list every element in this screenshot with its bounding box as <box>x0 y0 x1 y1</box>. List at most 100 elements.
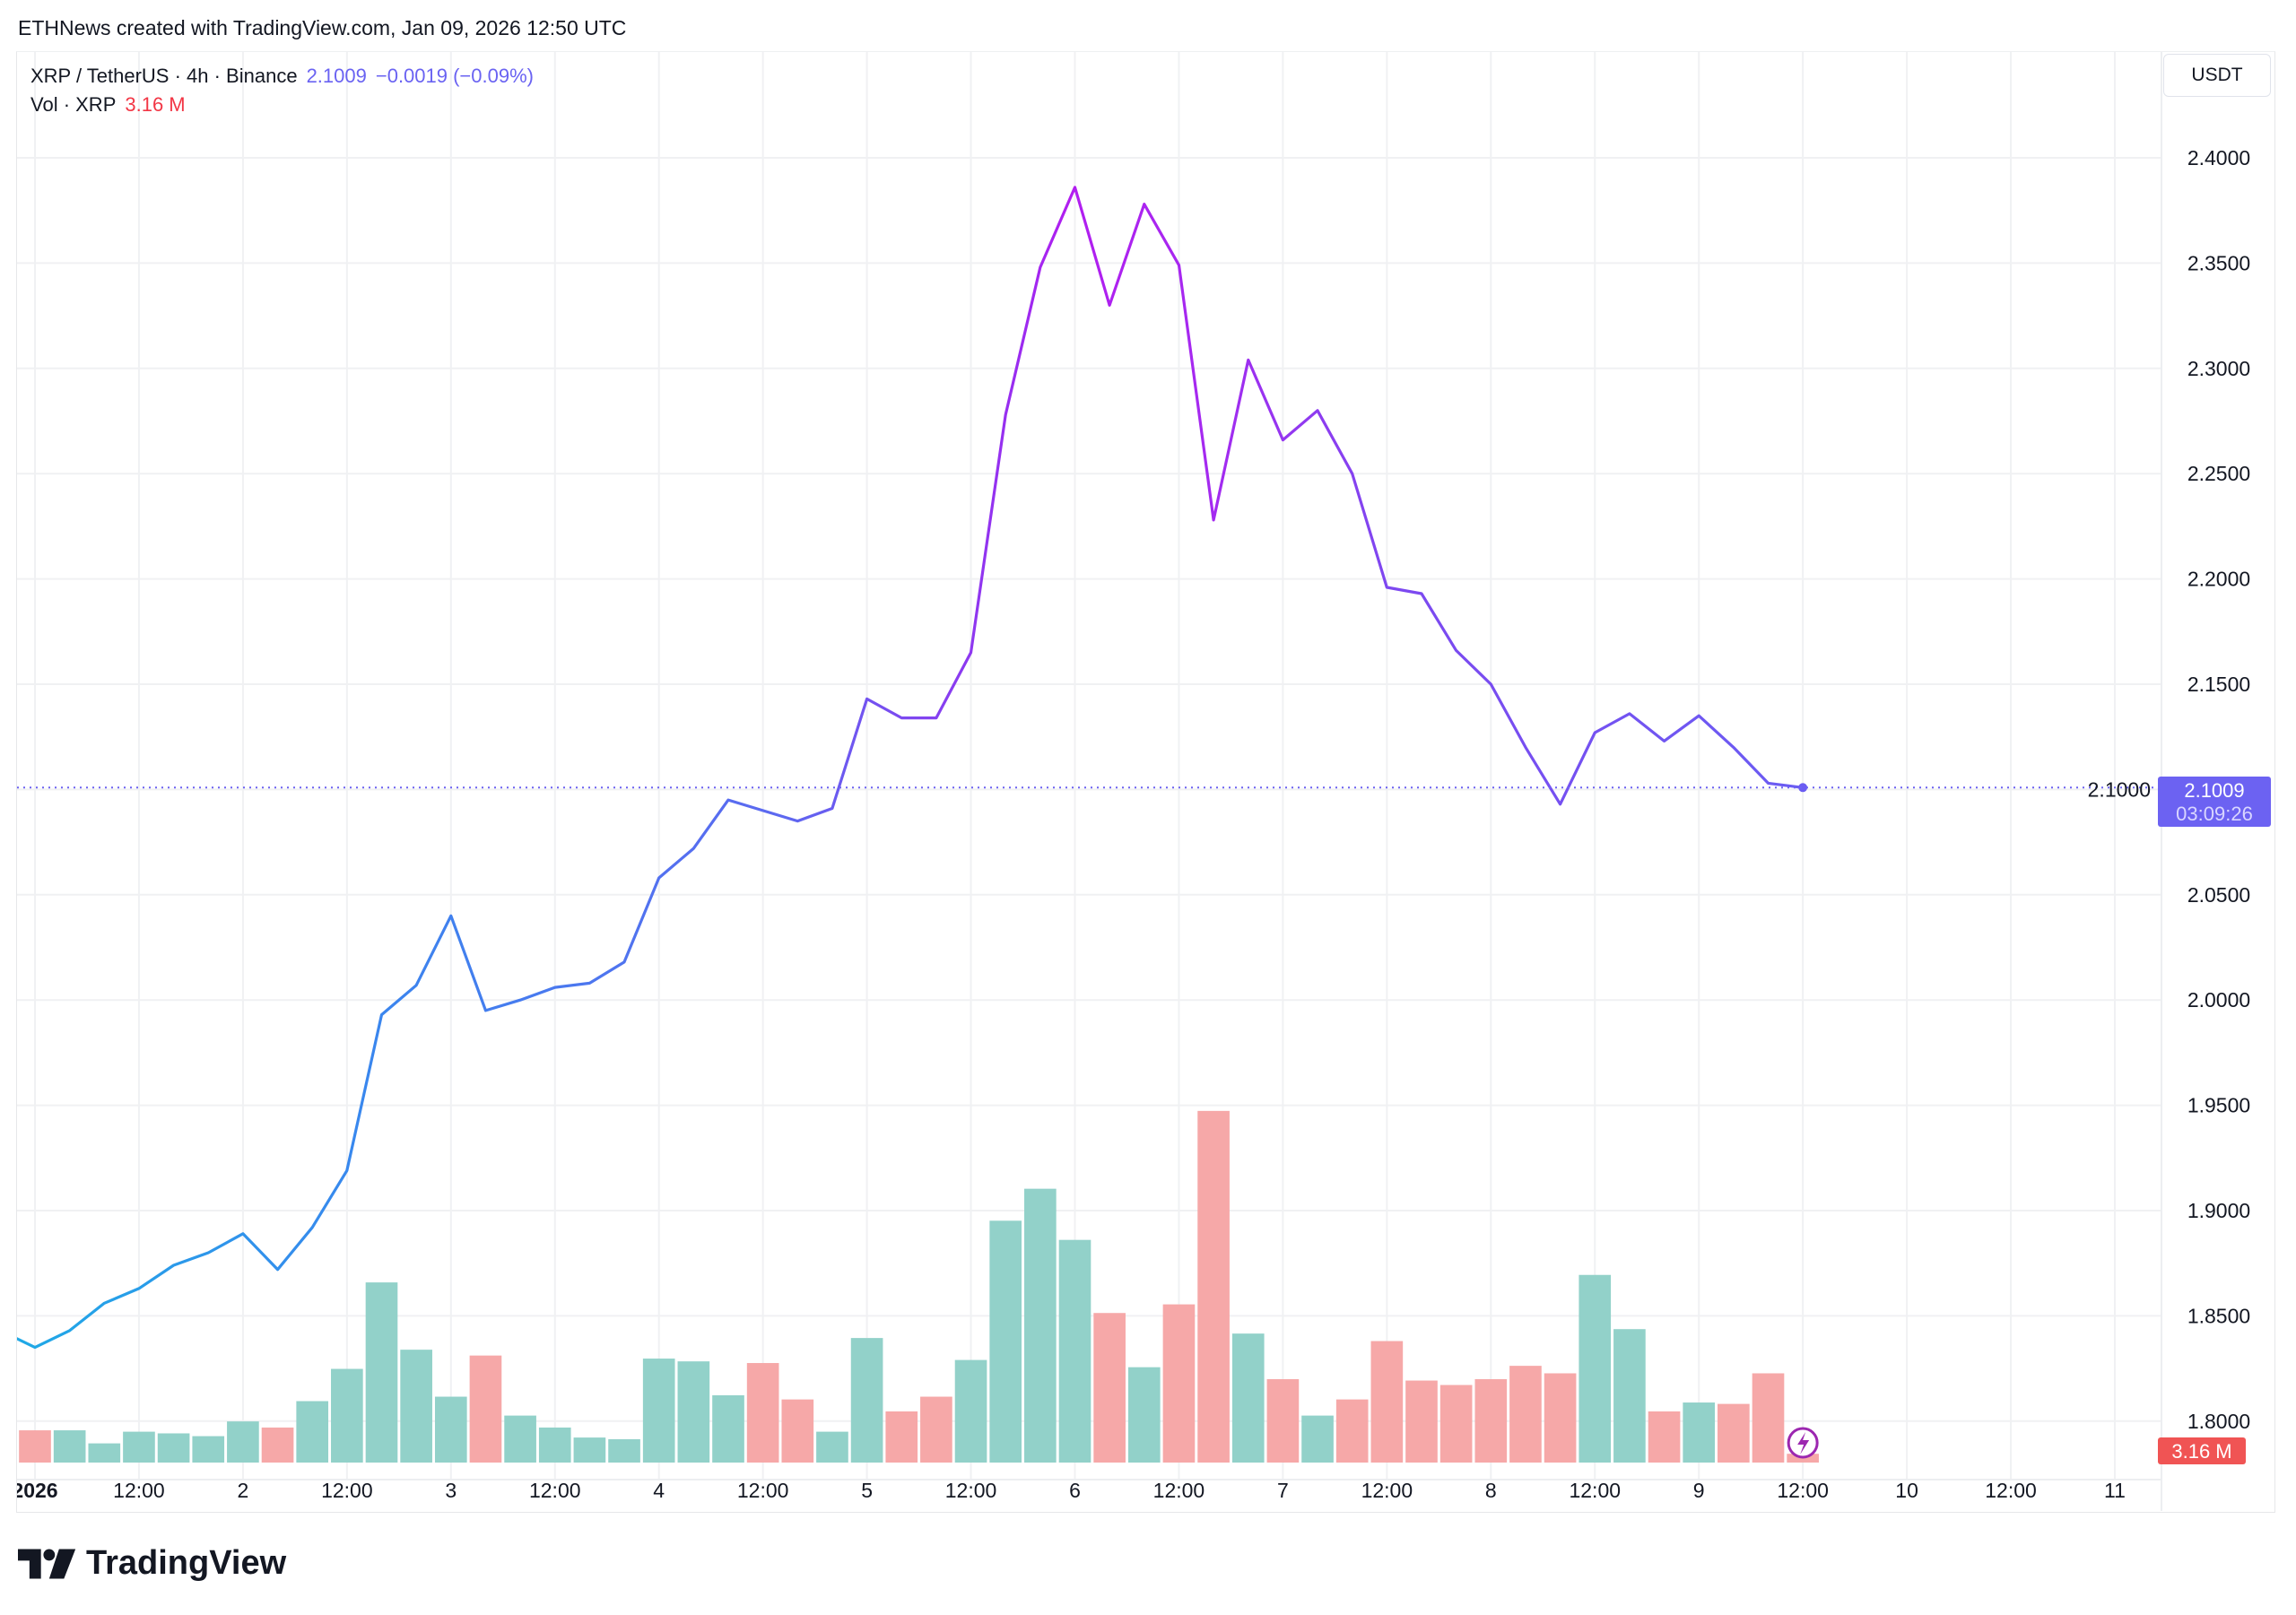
volume-bar <box>296 1401 329 1463</box>
volume-bar <box>1024 1188 1057 1463</box>
y-tick-label: 2.0500 <box>2187 883 2250 907</box>
volume-bar <box>469 1355 502 1463</box>
volume-bar <box>365 1282 398 1463</box>
volume-legend: Vol · XRP 3.16 M <box>30 93 186 117</box>
price-line <box>17 186 1804 1350</box>
volume-bar <box>573 1437 606 1463</box>
last-price-label: 2.1009 <box>2184 779 2244 802</box>
lightning-icon[interactable] <box>1787 1427 1819 1459</box>
y-tick-label: 2.0000 <box>2187 988 2250 1012</box>
tradingview-logo-icon <box>18 1549 76 1578</box>
y-tick-label: 2.2000 <box>2187 568 2250 591</box>
x-tick-label: 12:00 <box>1361 1479 1413 1502</box>
volume-bar <box>261 1427 294 1463</box>
x-tick-label: 12:00 <box>945 1479 997 1502</box>
x-tick-label: 7 <box>1277 1479 1289 1502</box>
volume-bar <box>1370 1341 1404 1463</box>
volume-bar <box>1544 1373 1577 1463</box>
volume-bar <box>53 1430 86 1463</box>
bar-countdown: 03:09:26 <box>2176 803 2253 825</box>
volume-bar <box>1718 1403 1750 1463</box>
x-tick-label: 12:00 <box>1153 1479 1205 1502</box>
volume-bar <box>1405 1380 1438 1463</box>
volume-bar <box>1439 1385 1473 1463</box>
volume-title[interactable]: Vol · XRP <box>30 93 117 116</box>
currency-button[interactable]: USDT <box>2163 54 2271 97</box>
x-tick-label: 9 <box>1693 1479 1705 1502</box>
chart-caption: ETHNews created with TradingView.com, Ja… <box>18 16 627 39</box>
volume-bar <box>1474 1379 1508 1463</box>
x-tick-label: 12:00 <box>737 1479 789 1502</box>
volume-bars <box>19 1110 1819 1463</box>
volume-bar <box>920 1396 952 1463</box>
x-tick-label: 12:00 <box>321 1479 373 1502</box>
volume-bar <box>850 1338 883 1463</box>
x-tick-label: 2026 <box>12 1479 57 1502</box>
volume-bar <box>677 1361 710 1463</box>
volume-bar <box>1093 1313 1126 1463</box>
volume-bar <box>885 1411 918 1463</box>
last-price-label-box <box>2158 777 2271 827</box>
x-tick-label: 12:00 <box>113 1479 165 1502</box>
volume-bar <box>1231 1333 1265 1463</box>
symbol-title[interactable]: XRP / TetherUS · 4h · Binance <box>30 65 298 87</box>
last-price-dot <box>1798 783 1808 793</box>
y-tick-label: 2.1500 <box>2187 673 2250 696</box>
volume-bar <box>400 1350 432 1463</box>
y-tick-label: 2.1000 <box>2088 777 2151 801</box>
volume-bar <box>19 1430 51 1463</box>
volume-bar <box>781 1399 814 1463</box>
volume-bar <box>1509 1366 1542 1463</box>
x-tick-label: 10 <box>1895 1479 1918 1502</box>
tradingview-logo[interactable]: TradingView <box>18 1544 286 1583</box>
volume-bar <box>712 1394 744 1463</box>
x-tick-label: 3 <box>445 1479 457 1502</box>
x-tick-label: 5 <box>861 1479 873 1502</box>
volume-bar <box>954 1359 987 1463</box>
lightning-icon-bolt <box>1797 1432 1810 1454</box>
volume-bar <box>1613 1329 1646 1463</box>
price-change: −0.0019 (−0.09%) <box>375 65 534 87</box>
x-tick-label: 4 <box>653 1479 665 1502</box>
y-tick-label: 2.2500 <box>2187 462 2250 485</box>
volume-bar <box>1162 1304 1196 1463</box>
volume-bar <box>989 1220 1022 1463</box>
volume-bar <box>1058 1239 1091 1463</box>
x-tick-label: 8 <box>1485 1479 1497 1502</box>
x-tick-label: 11 <box>2104 1479 2126 1502</box>
volume-bar <box>1578 1274 1612 1463</box>
volume-bar <box>1266 1379 1300 1463</box>
last-price: 2.1009 <box>306 65 367 87</box>
volume-bar <box>1301 1415 1334 1463</box>
last-volume-label: 3.16 M <box>2171 1440 2231 1463</box>
volume-bar <box>504 1415 536 1463</box>
volume-bar <box>434 1396 467 1463</box>
x-tick-label: 2 <box>238 1479 249 1502</box>
volume-bar <box>1752 1373 1785 1463</box>
volume-bar <box>88 1443 121 1463</box>
x-tick-label: 12:00 <box>529 1479 581 1502</box>
volume-bar <box>1648 1411 1681 1463</box>
volume-bar <box>157 1433 190 1463</box>
volume-bar <box>1683 1402 1716 1463</box>
volume-bar <box>331 1368 363 1463</box>
volume-bar <box>608 1438 640 1463</box>
volume-bar <box>1335 1399 1369 1463</box>
volume-bar <box>192 1436 225 1463</box>
x-tick-label: 6 <box>1069 1479 1081 1502</box>
y-tick-label: 1.9500 <box>2187 1094 2250 1117</box>
chart-pane[interactable] <box>16 51 2275 1513</box>
y-tick-label: 1.9000 <box>2187 1199 2250 1222</box>
volume-bar <box>1197 1110 1230 1463</box>
y-tick-label: 2.3500 <box>2187 251 2250 274</box>
volume-bar <box>1127 1367 1161 1463</box>
volume-value: 3.16 M <box>125 93 186 116</box>
symbol-legend: XRP / TetherUS · 4h · Binance 2.1009 −0.00… <box>30 65 534 88</box>
volume-bar <box>123 1431 155 1463</box>
volume-bar <box>642 1359 675 1463</box>
y-tick-label: 2.3000 <box>2187 357 2250 380</box>
volume-bar <box>538 1427 571 1463</box>
x-tick-label: 12:00 <box>1777 1479 1829 1502</box>
brand-name: TradingView <box>86 1544 287 1582</box>
